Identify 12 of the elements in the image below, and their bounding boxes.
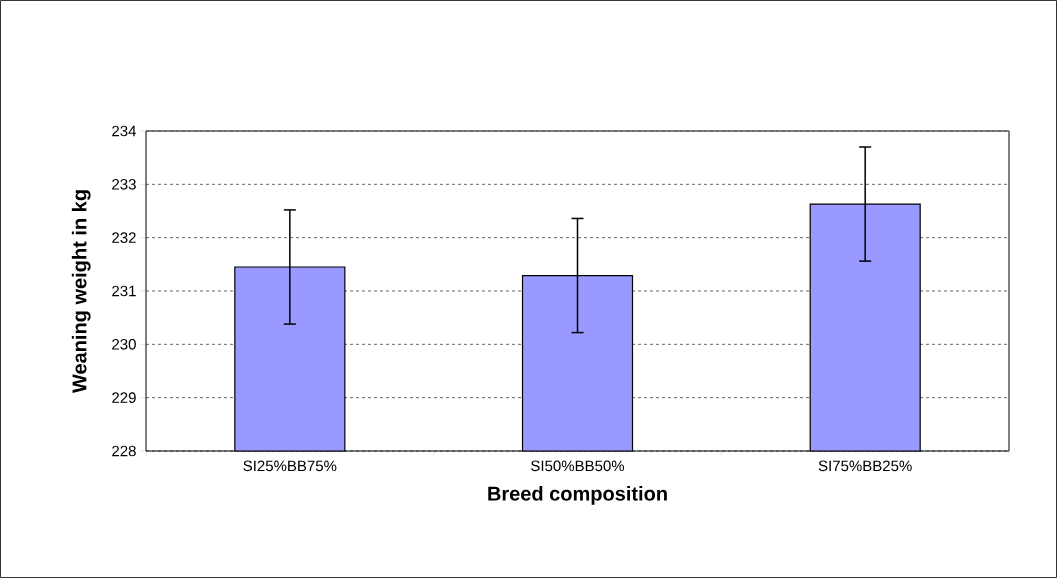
y-tick-label: 229 <box>112 392 136 403</box>
y-axis-title: Weaning weight in kg <box>71 190 91 394</box>
y-tick-label: 233 <box>112 179 136 190</box>
y-tick-label: 232 <box>112 232 136 243</box>
x-tick-label: SI25%BB75% <box>243 460 337 472</box>
y-tick-label: 231 <box>112 285 136 297</box>
x-axis-title: Breed composition <box>488 486 667 505</box>
x-tick-label: SI50%BB50% <box>531 460 625 472</box>
y-tick-label: 228 <box>112 445 136 457</box>
y-tick-label: 230 <box>112 339 136 350</box>
y-tick-label: 234 <box>112 125 137 137</box>
x-tick-label: SI75%BB25% <box>818 460 912 472</box>
